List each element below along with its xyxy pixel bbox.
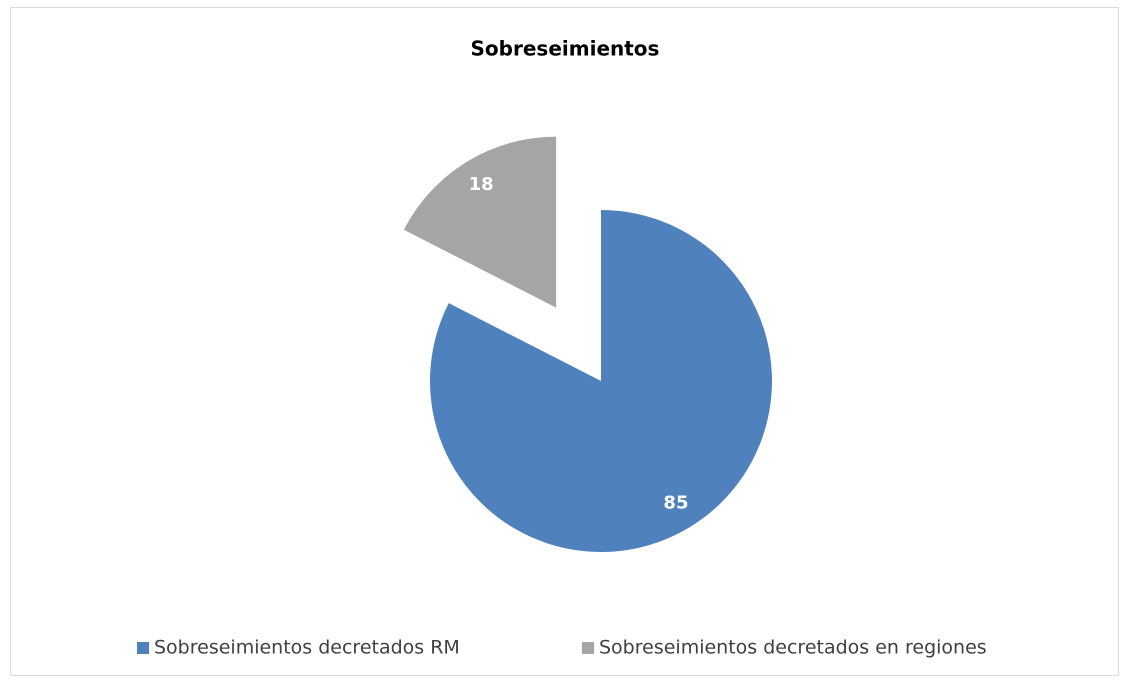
chart-title: Sobreseimientos [471,37,660,61]
pie-slice [430,210,772,552]
legend-swatch [137,642,149,654]
legend-label: Sobreseimientos decretados RM [154,637,460,659]
data-label: 85 [663,493,688,514]
pie-slice [403,136,557,308]
data-label: 18 [469,174,494,195]
chart-border [10,7,1119,676]
legend-label: Sobreseimientos decretados en regiones [599,637,987,659]
legend-swatch [582,642,594,654]
